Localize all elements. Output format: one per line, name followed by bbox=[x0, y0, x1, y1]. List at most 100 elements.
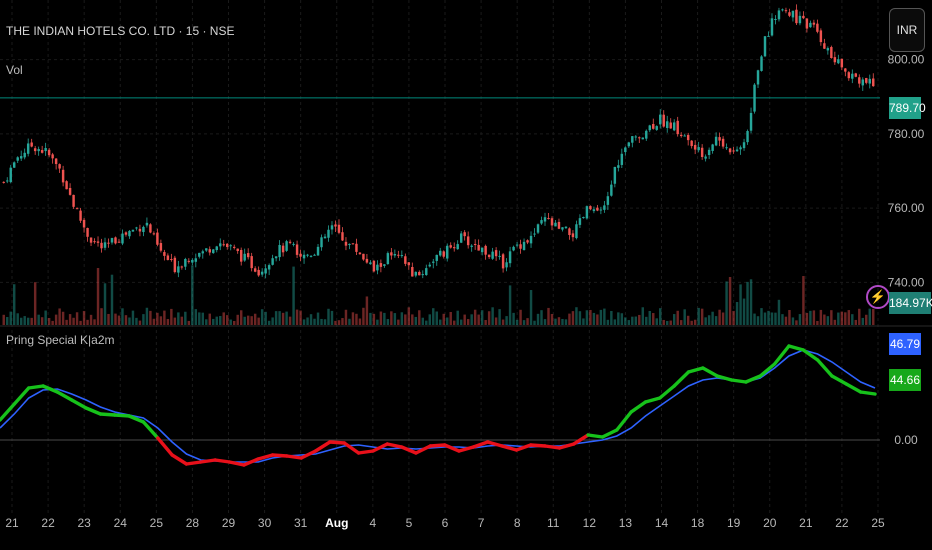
x-tick-label: 18 bbox=[691, 516, 705, 530]
volume-bar bbox=[372, 313, 376, 325]
volume-bar bbox=[571, 311, 575, 325]
candle-body bbox=[229, 245, 232, 247]
volume-bar bbox=[784, 316, 788, 325]
symbol-title[interactable]: THE INDIAN HOTELS CO. LTD · 15 · NSE bbox=[6, 24, 235, 38]
volume-bar bbox=[79, 320, 82, 325]
volume-bar bbox=[135, 317, 138, 325]
candle-body bbox=[404, 256, 407, 264]
candle-body bbox=[837, 59, 840, 64]
indicator-segment bbox=[299, 449, 318, 460]
candle-body bbox=[631, 136, 634, 143]
volume-bar bbox=[522, 320, 526, 325]
candle-body bbox=[51, 154, 54, 159]
candle-body bbox=[383, 264, 386, 266]
candle-body bbox=[662, 114, 665, 127]
volume-bar bbox=[739, 284, 742, 325]
candle-body bbox=[624, 147, 627, 153]
candle-body bbox=[638, 137, 641, 139]
volume-bar bbox=[393, 313, 397, 325]
candle-body bbox=[121, 233, 124, 244]
volume-bar bbox=[707, 315, 711, 325]
candle-body bbox=[82, 219, 86, 228]
x-tick-label: Aug bbox=[325, 516, 348, 530]
indicator-segment bbox=[600, 428, 619, 439]
candle-body bbox=[589, 206, 592, 210]
candle-body bbox=[299, 253, 302, 257]
candle-body bbox=[585, 206, 589, 219]
indicator-segment bbox=[729, 378, 748, 384]
volume-bar bbox=[763, 312, 767, 325]
x-tick-label: 22 bbox=[835, 516, 849, 530]
volume-bar bbox=[414, 316, 418, 325]
candle-body bbox=[86, 228, 89, 237]
candle-body bbox=[152, 233, 156, 235]
candle-body bbox=[791, 10, 795, 18]
lightning-icon[interactable]: ⚡ bbox=[866, 285, 890, 309]
volume-bar bbox=[487, 311, 491, 325]
candle-body bbox=[177, 266, 180, 273]
volume-bar bbox=[582, 318, 585, 325]
volume-bar bbox=[585, 310, 589, 325]
candle-body bbox=[65, 181, 68, 190]
candle-body bbox=[693, 144, 697, 150]
volume-bar bbox=[466, 319, 470, 325]
indicator-segment bbox=[815, 358, 834, 378]
volume-bar bbox=[253, 313, 257, 325]
indicator-segment bbox=[141, 420, 160, 440]
candle-body bbox=[191, 259, 194, 263]
candle-body bbox=[676, 120, 679, 135]
candle-body bbox=[610, 184, 613, 196]
volume-bar bbox=[323, 319, 327, 325]
x-tick-label: 31 bbox=[294, 516, 308, 530]
indicator-segment bbox=[385, 442, 404, 449]
volume-bar bbox=[271, 317, 274, 325]
x-tick-label: 20 bbox=[763, 516, 777, 530]
candle-body bbox=[561, 227, 564, 230]
x-tick-label: 21 bbox=[799, 516, 813, 530]
volume-bar bbox=[6, 317, 9, 325]
volume-bar bbox=[732, 310, 735, 325]
candle-body bbox=[519, 244, 522, 249]
volume-bar bbox=[226, 315, 229, 325]
candle-body bbox=[372, 260, 376, 272]
volume-bar bbox=[631, 316, 634, 325]
candle-body bbox=[253, 268, 257, 272]
volume-bar bbox=[861, 317, 865, 325]
indicator-label[interactable]: Pring Special K|a2m bbox=[6, 333, 115, 347]
volume-bar bbox=[477, 314, 480, 325]
x-tick-label: 11 bbox=[547, 516, 560, 530]
y-tick-label: 780.00 bbox=[888, 127, 925, 141]
candle-body bbox=[459, 233, 463, 243]
candle-body bbox=[201, 251, 205, 254]
candle-body bbox=[292, 243, 295, 245]
indicator-segment bbox=[356, 449, 375, 455]
candle-body bbox=[219, 243, 222, 247]
volume-bar bbox=[791, 317, 795, 325]
candle-body bbox=[470, 245, 473, 247]
candle-body bbox=[851, 73, 854, 79]
candle-body bbox=[184, 259, 187, 267]
volume-bar bbox=[872, 308, 875, 325]
indicator-segment bbox=[486, 440, 504, 448]
candle-body bbox=[26, 143, 30, 154]
indicator-segment bbox=[0, 402, 17, 422]
candle-body bbox=[603, 205, 606, 210]
volume-label[interactable]: Vol bbox=[6, 63, 23, 77]
volume-bar bbox=[327, 308, 330, 325]
volume-bar bbox=[299, 310, 302, 325]
candle-body bbox=[575, 224, 578, 239]
candle-body bbox=[330, 225, 334, 230]
volume-bar bbox=[177, 312, 180, 325]
volume-bar bbox=[798, 314, 802, 325]
volume-bar bbox=[358, 318, 362, 325]
volume-bar bbox=[624, 317, 627, 325]
candle-body bbox=[844, 68, 847, 72]
candle-body bbox=[498, 255, 501, 257]
indicator-pane[interactable] bbox=[0, 344, 877, 467]
volume-bar bbox=[12, 284, 16, 325]
currency-button[interactable]: INR bbox=[889, 8, 925, 52]
candle-body bbox=[742, 142, 746, 149]
volume-bar bbox=[103, 283, 107, 325]
price-pane[interactable] bbox=[0, 4, 880, 279]
